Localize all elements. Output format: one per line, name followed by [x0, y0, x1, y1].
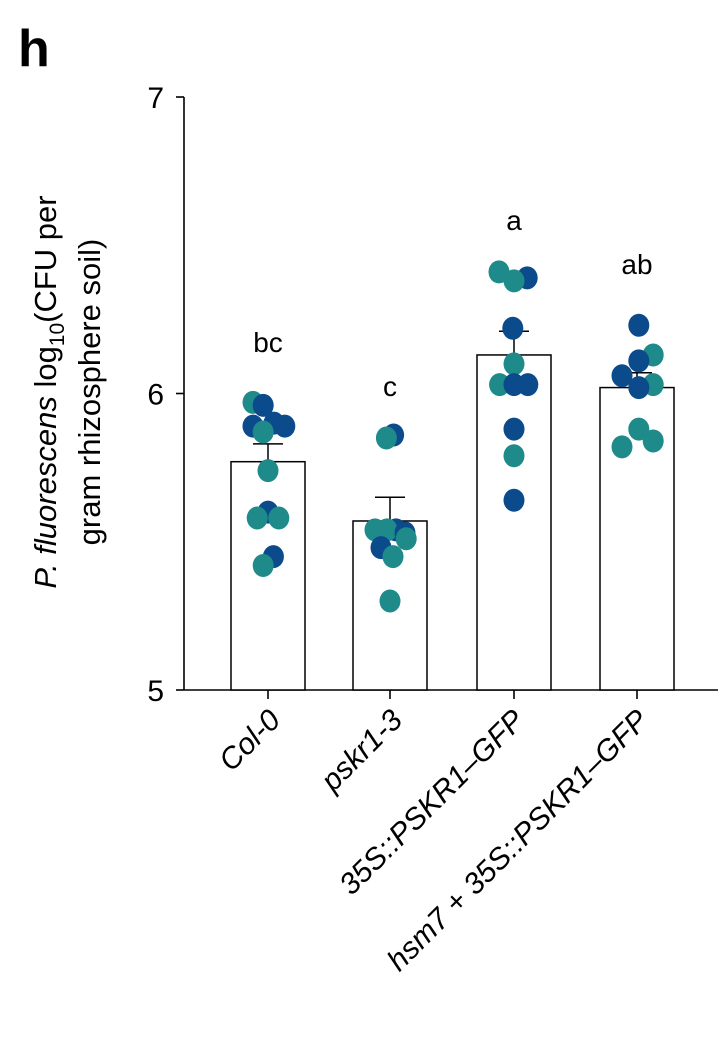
y-tick-label: 7: [147, 82, 164, 115]
data-point: [503, 417, 525, 441]
x-category-label: pskr1-3: [314, 703, 409, 798]
data-point: [252, 553, 274, 577]
x-category-label-part: Col-0: [213, 703, 287, 777]
data-point: [611, 364, 633, 388]
data-point: [502, 316, 524, 340]
bar: [230, 460, 306, 691]
data-point: [252, 420, 274, 444]
data-point: [268, 506, 290, 530]
y-tick-label: 6: [147, 379, 164, 412]
significance-label: bc: [253, 327, 283, 358]
significance-label: ab: [621, 249, 652, 280]
data-point: [375, 426, 397, 450]
data-point: [379, 589, 401, 613]
data-point: [395, 527, 417, 551]
panel-label: h: [18, 20, 50, 78]
points: [242, 260, 664, 613]
x-category-label: Col-0: [213, 703, 287, 777]
x-category-label: hsm7 + 35S::PSKR1–GFP: [381, 704, 655, 978]
data-point: [628, 376, 650, 400]
x-category-label-part: pskr1-3: [314, 703, 409, 798]
significance-label: c: [383, 371, 397, 402]
y-axis-label: P. fluorescens log10(CFU per gram rhizosp…: [28, 195, 107, 588]
data-point: [376, 518, 398, 542]
data-point: [257, 459, 279, 483]
y-axis-label-line1: P. fluorescens log10(CFU per: [28, 195, 69, 588]
data-point: [252, 393, 274, 417]
data-point: [642, 429, 664, 453]
data-point: [628, 313, 650, 337]
data-point: [382, 545, 404, 569]
data-point: [628, 417, 650, 441]
data-point: [503, 269, 525, 293]
y-axis-label-subscript: 10: [46, 323, 69, 346]
data-point: [246, 506, 268, 530]
data-point: [503, 488, 525, 512]
y-axis-label-line2: gram rhizosphere soil): [72, 239, 107, 546]
bars: bc c a ab: [230, 205, 675, 691]
data-point: [503, 444, 525, 468]
y-tick-label: 5: [147, 675, 164, 708]
data-point: [628, 349, 650, 373]
data-point: [489, 373, 511, 397]
data-point: [611, 435, 633, 459]
y-axis-label-group: P. fluorescens log10(CFU per gram rhizosp…: [28, 195, 107, 588]
y-axis-label-species: P. fluorescens: [28, 396, 63, 588]
significance-label: a: [506, 205, 522, 236]
data-point: [503, 352, 525, 376]
bar: [476, 354, 552, 691]
data-point: [274, 414, 296, 438]
y-axis-label-log: log: [28, 346, 63, 396]
y-axis-label-units: (CFU per: [28, 195, 63, 322]
data-point: [517, 373, 539, 397]
